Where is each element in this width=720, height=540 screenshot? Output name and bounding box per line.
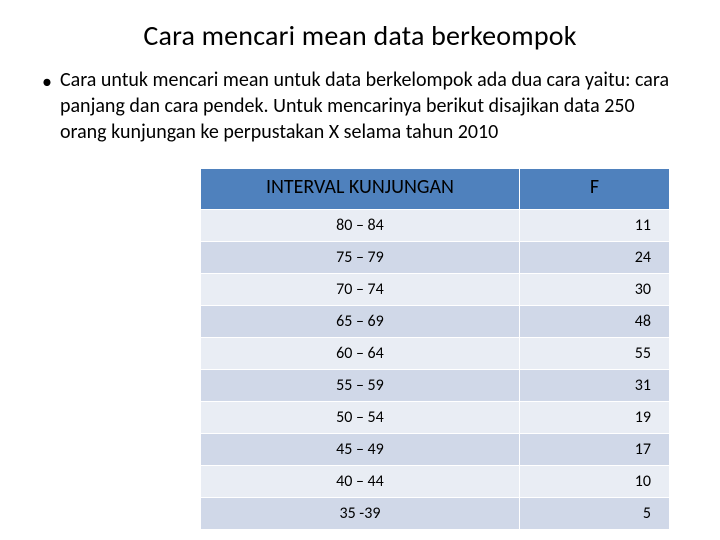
table-header-row: INTERVAL KUNJUNGAN F (201, 169, 670, 210)
table-row: 65 – 6948 (201, 306, 670, 338)
cell-frequency: 48 (519, 306, 669, 338)
table-row: 40 – 4410 (201, 466, 670, 498)
cell-interval: 45 – 49 (201, 434, 520, 466)
cell-interval: 65 – 69 (201, 306, 520, 338)
slide: Cara mencari mean data berkeompok • Cara… (0, 0, 720, 540)
body-paragraph: Cara untuk mencari mean untuk data berke… (60, 67, 680, 145)
table-row: 80 – 8411 (201, 210, 670, 242)
col-header-interval: INTERVAL KUNJUNGAN (201, 169, 520, 210)
frequency-table: INTERVAL KUNJUNGAN F 80 – 841175 – 79247… (200, 168, 670, 530)
cell-interval: 40 – 44 (201, 466, 520, 498)
cell-frequency: 55 (519, 338, 669, 370)
table-row: 35 -395 (201, 498, 670, 530)
bullet-glyph: • (42, 69, 52, 95)
table-row: 60 – 6455 (201, 338, 670, 370)
cell-interval: 50 – 54 (201, 402, 520, 434)
cell-frequency: 17 (519, 434, 669, 466)
cell-interval: 70 – 74 (201, 274, 520, 306)
cell-interval: 80 – 84 (201, 210, 520, 242)
cell-interval: 60 – 64 (201, 338, 520, 370)
cell-frequency: 24 (519, 242, 669, 274)
table-row: 50 – 5419 (201, 402, 670, 434)
table-row: 55 – 5931 (201, 370, 670, 402)
cell-frequency: 31 (519, 370, 669, 402)
table-row: 75 – 7924 (201, 242, 670, 274)
cell-frequency: 19 (519, 402, 669, 434)
frequency-table-wrap: INTERVAL KUNJUNGAN F 80 – 841175 – 79247… (200, 168, 670, 530)
bullet-row: • Cara untuk mencari mean untuk data ber… (40, 67, 680, 145)
table-body: 80 – 841175 – 792470 – 743065 – 694860 –… (201, 210, 670, 530)
cell-frequency: 5 (519, 498, 669, 530)
col-header-frequency: F (519, 169, 669, 210)
cell-interval: 35 -39 (201, 498, 520, 530)
table-row: 70 – 7430 (201, 274, 670, 306)
slide-title: Cara mencari mean data berkeompok (40, 18, 680, 53)
cell-frequency: 11 (519, 210, 669, 242)
cell-interval: 75 – 79 (201, 242, 520, 274)
table-row: 45 – 4917 (201, 434, 670, 466)
cell-interval: 55 – 59 (201, 370, 520, 402)
cell-frequency: 10 (519, 466, 669, 498)
cell-frequency: 30 (519, 274, 669, 306)
